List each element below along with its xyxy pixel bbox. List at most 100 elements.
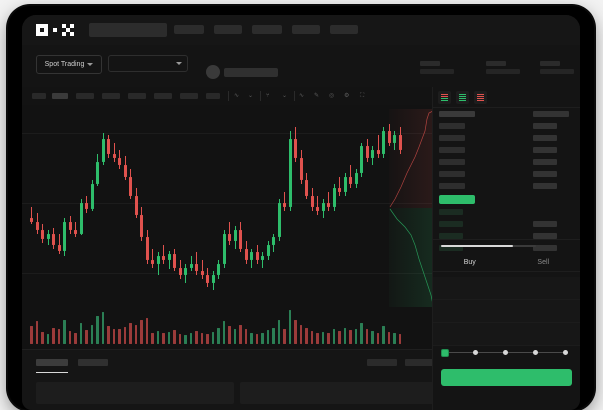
timeframe-button-3[interactable] (76, 93, 94, 99)
orderbook-row-price[interactable] (439, 171, 465, 177)
candle (134, 107, 138, 307)
candle-body (360, 146, 364, 173)
volume-bar (46, 334, 50, 344)
nav-item-5[interactable] (330, 25, 358, 34)
candle-body (151, 260, 155, 264)
volume-bar (250, 332, 253, 344)
spot-trading-dropdown[interactable]: Spot Trading (36, 55, 102, 74)
order-amount-slider[interactable] (441, 349, 572, 357)
slider-stop-25[interactable] (473, 350, 478, 355)
orderbook-row-price[interactable] (439, 245, 463, 251)
volume-bar (107, 326, 110, 344)
orderbook-view-asks-icon[interactable] (474, 91, 487, 104)
indicator-icon[interactable]: ∿ (234, 93, 240, 99)
orders-cell-1 (36, 382, 234, 404)
market-depth-overlay (389, 109, 433, 307)
volume-bar (156, 331, 160, 344)
candle-body (277, 203, 281, 238)
nav-item-2[interactable] (214, 25, 242, 34)
orderbook-row-amount (533, 135, 557, 141)
orderbook-view-both-icon[interactable] (438, 91, 451, 104)
order-tabs-divider (433, 271, 580, 272)
magnet-icon[interactable]: ◎ (329, 93, 335, 99)
orderbook-row-price[interactable] (439, 111, 475, 117)
timeframe-button-5[interactable] (128, 93, 146, 99)
candle-body (371, 150, 375, 158)
slider-stop-100[interactable] (563, 350, 568, 355)
tab-buy[interactable]: Buy (463, 258, 476, 266)
place-order-button[interactable] (441, 369, 572, 386)
okx-logo-icon[interactable] (36, 24, 78, 37)
volume-bar (327, 333, 330, 344)
timeframe-button-7[interactable] (180, 93, 198, 99)
orders-action-2[interactable] (405, 359, 437, 366)
orderbook-row-amount (533, 221, 557, 227)
slider-stop-50[interactable] (503, 350, 508, 355)
candle-body (321, 203, 325, 211)
candle-wick (317, 195, 319, 215)
volume-bar (145, 318, 149, 344)
candle-wick (201, 260, 203, 279)
timeframe-button-1[interactable] (32, 93, 46, 99)
orderbook-row-amount (533, 123, 557, 129)
pair-name-label (224, 68, 278, 77)
orderbook-row-price[interactable] (439, 123, 465, 129)
orderbook-row-price[interactable] (439, 147, 465, 153)
orders-panel (22, 349, 438, 410)
candle (46, 107, 50, 307)
settings-icon[interactable]: ⚙ (344, 93, 350, 99)
timeframe-button-6[interactable] (154, 93, 172, 99)
tab-open-orders[interactable] (36, 359, 68, 366)
timeframe-button-8[interactable] (206, 93, 220, 99)
candle (68, 107, 72, 307)
orderbook-row-price[interactable] (439, 209, 463, 215)
order-amount-field[interactable] (433, 300, 580, 323)
candle-wick (113, 142, 115, 162)
orderbook-row-amount (533, 183, 557, 189)
tablet-device-frame: Spot Trading (8, 6, 594, 410)
orderbook-row-price[interactable] (439, 159, 465, 165)
search-input[interactable] (89, 23, 167, 37)
orderbook-row-price[interactable] (439, 135, 465, 141)
chart-type-icon[interactable]: ⑂ (266, 93, 270, 99)
stat-label (420, 61, 440, 66)
volume-bar (398, 334, 402, 344)
chevron-down-icon[interactable]: ⌄ (282, 93, 288, 99)
tab-order-history[interactable] (78, 359, 108, 366)
nav-item-4[interactable] (292, 25, 320, 34)
candle-body (382, 131, 386, 154)
price-chart[interactable] (22, 105, 433, 350)
candle (206, 107, 210, 307)
volume-bar (129, 322, 132, 344)
slider-handle[interactable] (441, 349, 449, 357)
candle (343, 107, 347, 307)
trading-pair-select[interactable] (108, 55, 188, 72)
depth-bid-area (389, 208, 433, 307)
orderbook-trade-panel: Buy Sell (432, 87, 580, 410)
order-price-field[interactable] (433, 277, 580, 300)
candle-body (266, 244, 270, 257)
candle-body (195, 263, 199, 272)
candle-body (112, 153, 116, 158)
candle-body (90, 184, 94, 209)
line-tool-icon[interactable]: ∿ (299, 93, 305, 99)
fullscreen-icon[interactable]: ⛶ (360, 93, 365, 99)
slider-stop-75[interactable] (533, 350, 538, 355)
orderbook-row-price[interactable] (439, 183, 465, 189)
tab-sell[interactable]: Sell (537, 258, 550, 266)
nav-item-1[interactable] (174, 25, 204, 34)
chevron-down-icon[interactable]: ⌄ (248, 93, 254, 99)
timeframe-button-2[interactable] (52, 93, 68, 99)
orderbook-row-price[interactable] (439, 233, 463, 239)
orderbook-view-bids-icon[interactable] (456, 91, 469, 104)
volume-bar (68, 331, 72, 344)
nav-item-3[interactable] (252, 25, 282, 34)
volume-bar (393, 333, 396, 344)
order-total-field[interactable] (433, 323, 580, 346)
timeframe-button-4[interactable] (102, 93, 120, 99)
pencil-icon[interactable]: ✎ (314, 93, 320, 99)
candle (338, 107, 342, 307)
candle (250, 107, 254, 307)
orders-action-1[interactable] (367, 359, 397, 366)
orderbook-row-price[interactable] (439, 221, 463, 227)
